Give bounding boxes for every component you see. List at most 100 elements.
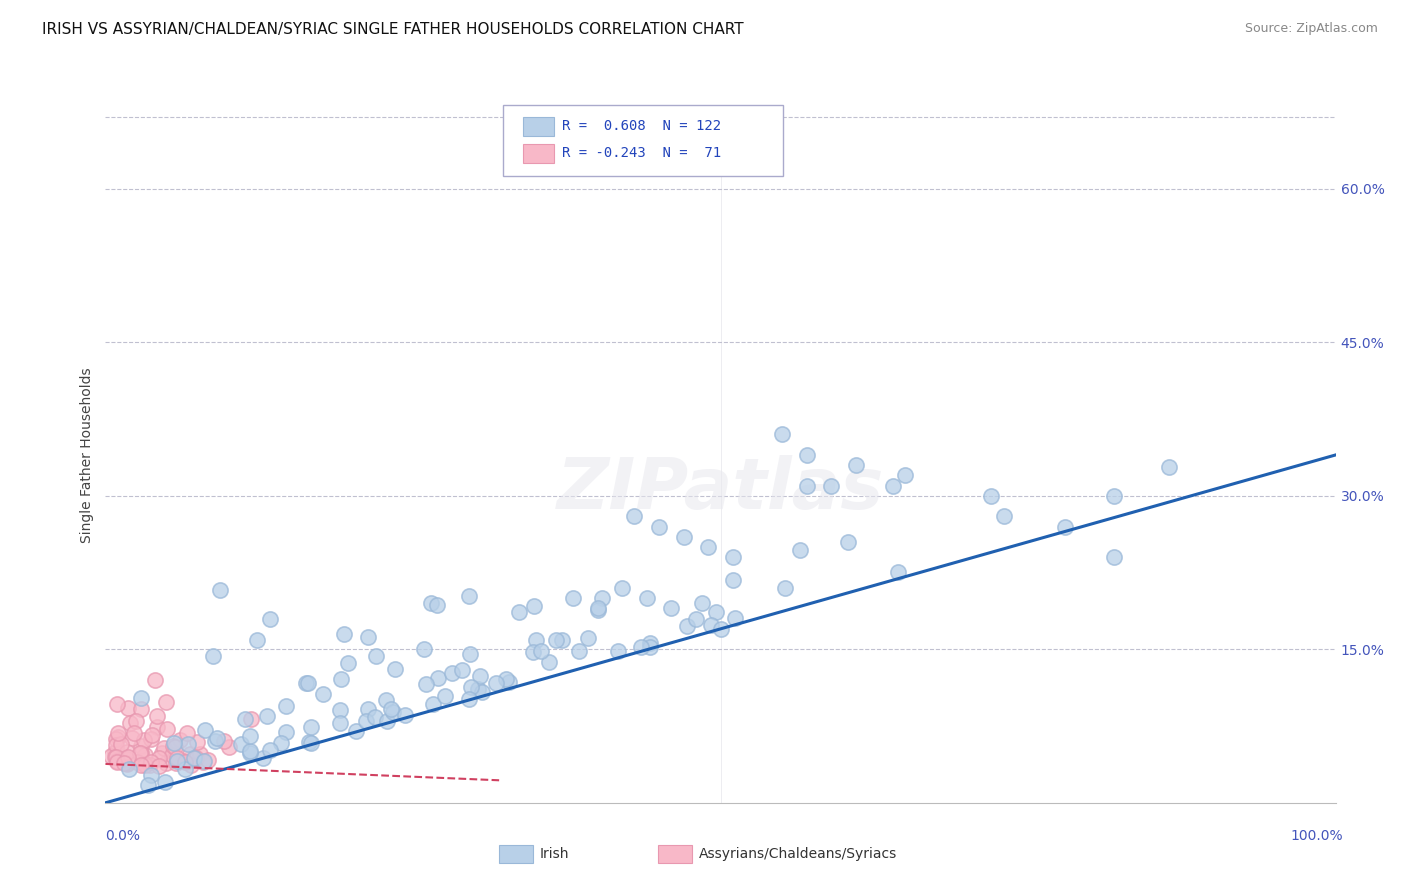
Point [165,756,187,770]
Point [252,750,274,764]
Point [162,747,184,762]
Point [451,663,474,677]
Point [105,744,128,758]
Point [357,702,380,716]
Point [796,478,818,492]
Point [723,574,745,588]
Point [690,596,713,610]
Point [197,753,219,767]
Point [129,690,152,705]
Point [162,739,184,753]
Point [775,581,797,595]
Point [887,565,910,579]
Point [122,726,145,740]
Point [422,697,444,711]
Point [118,762,141,776]
Point [332,626,354,640]
Point [134,732,156,747]
Point [606,643,628,657]
Point [193,754,215,768]
Point [238,744,260,758]
Point [104,745,127,759]
Point [384,662,406,676]
Point [183,751,205,765]
Point [191,755,214,769]
Point [184,751,207,765]
Point [193,723,215,738]
Point [375,714,398,729]
Point [413,642,436,657]
Point [218,739,240,754]
Point [357,630,380,644]
Point [415,677,437,691]
Point [610,581,633,595]
Point [117,756,139,770]
Point [188,747,211,761]
Point [1054,519,1077,533]
Point [458,647,481,661]
Point [163,736,186,750]
Y-axis label: Single Father Households: Single Father Households [80,368,94,542]
Point [131,758,153,772]
Point [104,750,127,764]
Point [105,755,128,769]
Point [299,736,322,750]
Point [150,746,173,760]
Point [138,779,160,793]
Text: R = -0.243  N =  71: R = -0.243 N = 71 [562,145,721,160]
Point [820,478,842,492]
Point [134,757,156,772]
Point [134,757,156,772]
Point [344,723,367,738]
Point [259,743,281,757]
Point [141,729,163,743]
Point [100,748,122,763]
Point [426,671,449,685]
Point [471,685,494,699]
Point [114,752,136,766]
Point [467,681,489,696]
Point [107,730,129,744]
Point [139,768,162,782]
Point [180,757,202,772]
Point [201,648,224,663]
Point [127,755,149,769]
Point [145,720,167,734]
Text: R =  0.608  N = 122: R = 0.608 N = 122 [562,119,721,133]
Point [259,612,281,626]
Point [294,676,316,690]
Point [186,735,208,749]
Point [298,734,321,748]
Point [104,750,127,764]
Point [105,738,128,752]
Text: Source: ZipAtlas.com: Source: ZipAtlas.com [1244,22,1378,36]
Point [121,731,143,745]
Point [129,739,152,753]
Point [420,596,443,610]
Point [163,740,186,755]
Point [329,703,352,717]
Point [544,632,567,647]
Point [179,747,201,762]
Point [117,700,139,714]
Point [770,427,793,442]
Point [239,746,262,760]
Text: Irish: Irish [540,847,569,861]
Point [231,737,253,751]
Point [591,591,613,605]
Point [538,655,561,669]
Point [129,746,152,760]
Point [155,756,177,771]
Point [153,740,176,755]
Point [173,762,195,776]
Point [208,583,231,598]
Point [380,701,402,715]
Point [440,665,463,680]
Point [375,693,398,707]
Point [143,673,166,687]
Point [148,751,170,765]
Point [676,618,699,632]
Point [796,448,818,462]
Point [105,697,128,711]
Point [270,736,292,750]
